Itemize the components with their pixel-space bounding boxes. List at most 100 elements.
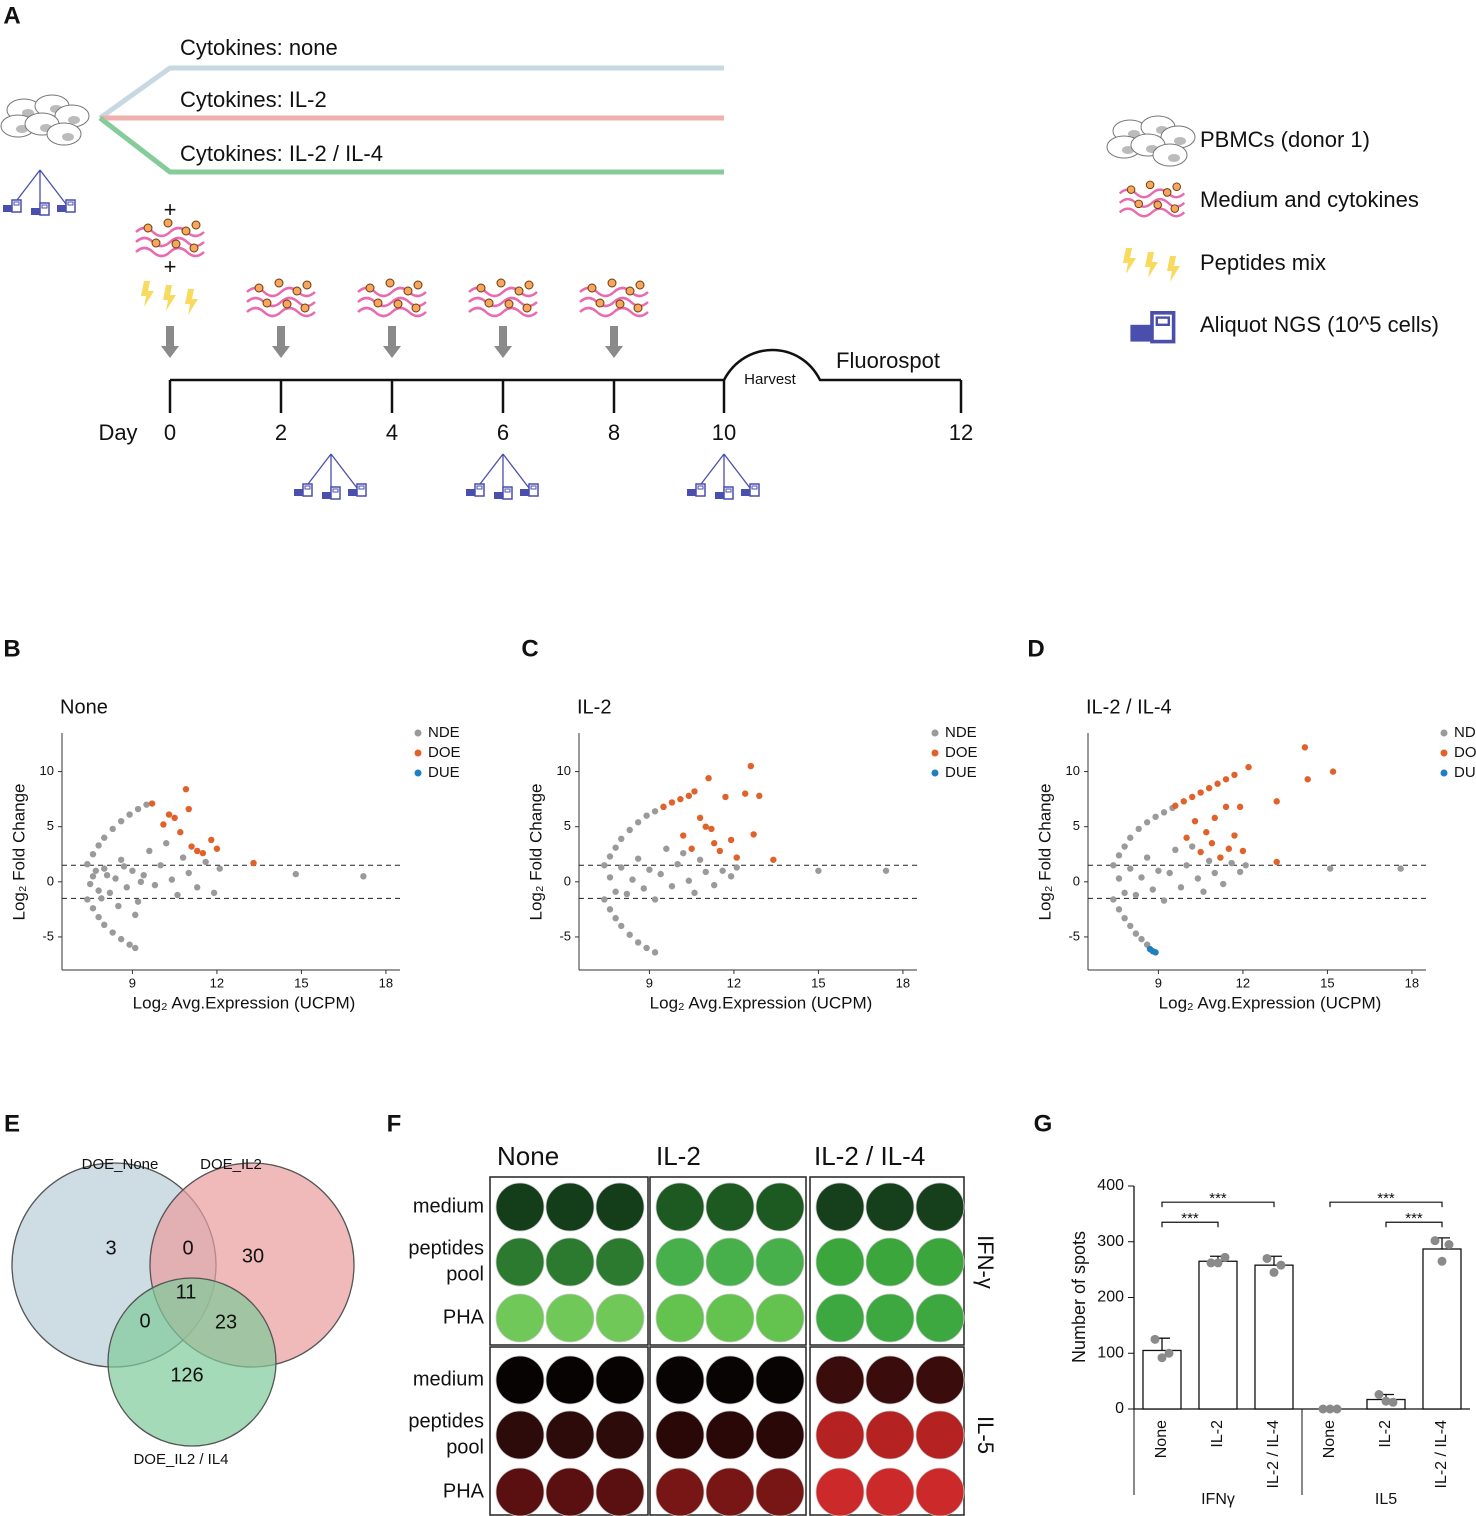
point bbox=[1194, 875, 1202, 882]
point bbox=[216, 865, 223, 872]
day-number: 2 bbox=[275, 420, 287, 445]
point bbox=[208, 836, 215, 844]
aliquot-tree bbox=[687, 454, 759, 499]
point bbox=[126, 811, 133, 818]
legend-label: Peptides mix bbox=[1200, 250, 1326, 275]
y-axis-label: Log₂ Fold Change bbox=[526, 783, 545, 920]
legend-label: NDE bbox=[1454, 724, 1476, 741]
point bbox=[1155, 867, 1162, 874]
well bbox=[655, 1410, 705, 1460]
significance-label: *** bbox=[1209, 1190, 1227, 1207]
point bbox=[194, 847, 201, 855]
legend-dot bbox=[414, 729, 422, 737]
point bbox=[691, 889, 698, 897]
point bbox=[95, 887, 102, 894]
point bbox=[1217, 854, 1224, 861]
point bbox=[1239, 847, 1247, 855]
aliquot-tree bbox=[466, 454, 538, 499]
point bbox=[1115, 875, 1123, 882]
well bbox=[755, 1237, 805, 1287]
x-tick-label: 12 bbox=[1236, 975, 1250, 990]
category-label: None bbox=[1321, 1420, 1338, 1458]
well bbox=[495, 1410, 545, 1460]
branch-line bbox=[98, 65, 724, 121]
point bbox=[1132, 891, 1140, 899]
point bbox=[123, 884, 130, 891]
point bbox=[1189, 793, 1196, 801]
panel-label: C bbox=[521, 635, 538, 662]
legend-dot bbox=[931, 729, 939, 737]
point bbox=[708, 825, 715, 833]
point bbox=[685, 792, 693, 800]
point bbox=[1211, 814, 1218, 822]
point bbox=[623, 890, 631, 898]
day-number: 8 bbox=[608, 420, 620, 445]
legend-label: Aliquot NGS (10^5 cells) bbox=[1200, 312, 1439, 337]
well bbox=[705, 1182, 755, 1232]
well bbox=[705, 1355, 755, 1405]
point bbox=[160, 821, 167, 828]
point bbox=[716, 847, 724, 855]
point bbox=[86, 880, 94, 888]
point bbox=[1115, 852, 1123, 859]
replicate-point bbox=[1388, 1397, 1398, 1407]
point bbox=[1177, 884, 1185, 891]
point bbox=[680, 832, 687, 839]
well bbox=[915, 1467, 965, 1516]
well bbox=[755, 1410, 805, 1460]
row-label: pool bbox=[446, 1263, 484, 1285]
row-label: peptides bbox=[408, 1237, 484, 1259]
point bbox=[1152, 813, 1159, 820]
point bbox=[677, 795, 684, 803]
replicate-point bbox=[1262, 1253, 1272, 1263]
point bbox=[727, 873, 735, 880]
branch-label: Cytokines: IL-2 / IL-4 bbox=[180, 141, 383, 166]
significance-label: *** bbox=[1377, 1190, 1395, 1207]
legend-dot bbox=[1440, 769, 1448, 777]
x-axis-label: Log₂ Avg.Expression (UCPM) bbox=[650, 993, 873, 1012]
medium-icon bbox=[134, 217, 206, 258]
replicate-point bbox=[1444, 1240, 1454, 1250]
point bbox=[696, 814, 704, 822]
point bbox=[685, 877, 693, 884]
point bbox=[1180, 798, 1187, 805]
point bbox=[1329, 768, 1337, 775]
point bbox=[1208, 840, 1216, 847]
x-tick-label: 9 bbox=[129, 975, 136, 990]
well bbox=[815, 1355, 865, 1405]
bar bbox=[1422, 1248, 1462, 1410]
well bbox=[915, 1182, 965, 1232]
plot-title: IL-2 bbox=[577, 696, 611, 718]
point bbox=[174, 891, 181, 899]
point bbox=[815, 867, 822, 874]
legend-dot bbox=[931, 769, 939, 777]
point bbox=[1397, 865, 1404, 872]
point bbox=[1231, 832, 1238, 839]
day-number: 0 bbox=[164, 420, 176, 445]
well bbox=[705, 1293, 755, 1343]
well bbox=[595, 1410, 645, 1460]
venn-count: 3 bbox=[105, 1237, 116, 1259]
point bbox=[101, 921, 108, 929]
legend-label: DUE bbox=[945, 764, 977, 781]
well bbox=[595, 1467, 645, 1516]
point bbox=[199, 849, 207, 857]
point bbox=[1236, 868, 1244, 876]
point bbox=[727, 836, 735, 844]
point bbox=[101, 865, 108, 872]
venn-set-label: DOE_None bbox=[82, 1156, 159, 1173]
point bbox=[618, 922, 625, 930]
arrow bbox=[272, 326, 290, 358]
point bbox=[163, 840, 170, 847]
peptide-icon bbox=[141, 281, 198, 315]
point bbox=[750, 831, 757, 838]
point bbox=[756, 792, 763, 800]
legend-icon bbox=[1118, 179, 1186, 218]
point bbox=[1273, 858, 1280, 866]
point bbox=[1160, 897, 1168, 904]
well bbox=[595, 1355, 645, 1405]
aliquot-tree bbox=[294, 454, 366, 499]
point bbox=[115, 902, 122, 910]
readout-label: IFN-γ bbox=[973, 1235, 998, 1289]
well bbox=[705, 1467, 755, 1516]
